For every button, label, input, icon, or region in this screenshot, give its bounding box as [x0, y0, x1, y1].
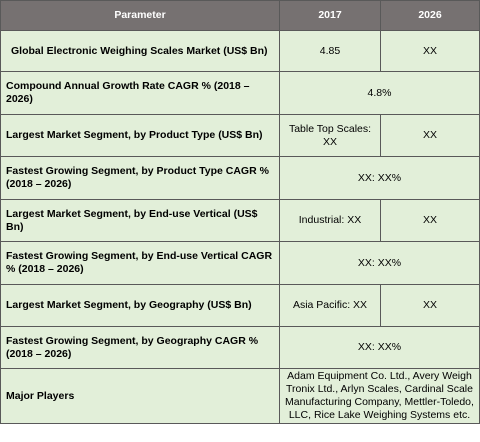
- header-2026: 2026: [380, 0, 480, 31]
- table-row: Fastest Growing Segment, by Product Type…: [0, 156, 480, 200]
- merged-value-cell: XX: XX%: [279, 326, 480, 369]
- table-row: Largest Market Segment, by End-use Verti…: [0, 199, 480, 242]
- table-row: Fastest Growing Segment, by Geography CA…: [0, 326, 480, 369]
- table-row: Fastest Growing Segment, by End-use Vert…: [0, 241, 480, 285]
- parameter-cell: Fastest Growing Segment, by Geography CA…: [0, 326, 280, 369]
- parameter-cell: Compound Annual Growth Rate CAGR % (2018…: [0, 71, 280, 115]
- table-row: Compound Annual Growth Rate CAGR % (2018…: [0, 71, 480, 115]
- major-players-cell: Adam Equipment Co. Ltd., Avery Weigh Tro…: [279, 368, 480, 424]
- table-row: Largest Market Segment, by Geography (US…: [0, 284, 480, 327]
- table-row: Global Electronic Weighing Scales Market…: [0, 30, 480, 72]
- parameter-cell: Largest Market Segment, by End-use Verti…: [0, 199, 280, 242]
- value-2026-cell: XX: [380, 199, 480, 242]
- merged-value-cell: XX: XX%: [279, 156, 480, 200]
- parameter-cell: Fastest Growing Segment, by End-use Vert…: [0, 241, 280, 285]
- parameter-cell: Fastest Growing Segment, by Product Type…: [0, 156, 280, 200]
- value-2017-cell: 4.85: [279, 30, 381, 72]
- table-row: Major Players Adam Equipment Co. Ltd., A…: [0, 368, 480, 424]
- parameter-cell: Major Players: [0, 368, 280, 424]
- value-2026-cell: XX: [380, 30, 480, 72]
- value-2017-cell: Table Top Scales: XX: [279, 114, 381, 157]
- merged-value-cell: XX: XX%: [279, 241, 480, 285]
- parameter-cell: Largest Market Segment, by Product Type …: [0, 114, 280, 157]
- parameter-cell: Largest Market Segment, by Geography (US…: [0, 284, 280, 327]
- table-row: Largest Market Segment, by Product Type …: [0, 114, 480, 157]
- merged-value-cell: 4.8%: [279, 71, 480, 115]
- header-2017: 2017: [279, 0, 381, 31]
- value-2017-cell: Asia Pacific: XX: [279, 284, 381, 327]
- value-2026-cell: XX: [380, 284, 480, 327]
- parameter-cell: Global Electronic Weighing Scales Market…: [0, 30, 280, 72]
- value-2017-cell: Industrial: XX: [279, 199, 381, 242]
- value-2026-cell: XX: [380, 114, 480, 157]
- market-summary-table: Parameter 2017 2026 Global Electronic We…: [0, 0, 480, 424]
- header-parameter: Parameter: [0, 0, 280, 31]
- header-row: Parameter 2017 2026: [0, 0, 480, 31]
